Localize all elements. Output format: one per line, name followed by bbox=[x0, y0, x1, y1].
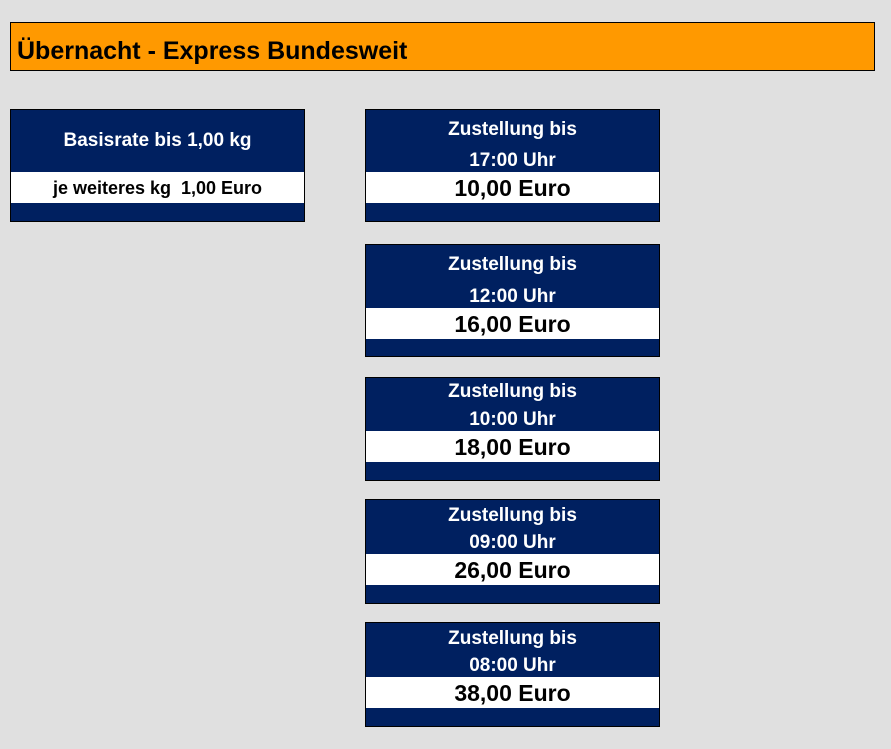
price-band: 16,00 Euro bbox=[366, 308, 659, 339]
delivery-box: Zustellung bis 12:00 Uhr 16,00 Euro bbox=[365, 244, 660, 357]
delivery-label: Zustellung bis bbox=[448, 254, 577, 275]
delivery-box: Zustellung bis 08:00 Uhr 38,00 Euro bbox=[365, 622, 660, 727]
base-extra: je weiteres kg 1,00 Euro bbox=[52, 178, 263, 198]
delivery-box: Zustellung bis 10:00 Uhr 18,00 Euro bbox=[365, 377, 660, 481]
delivery-time: 17:00 Uhr bbox=[469, 150, 556, 171]
price-band: 26,00 Euro bbox=[366, 554, 659, 585]
delivery-price: 10,00 Euro bbox=[454, 175, 571, 201]
delivery-price: 26,00 Euro bbox=[454, 557, 571, 583]
base-band: je weiteres kg 1,00 Euro bbox=[11, 172, 304, 203]
delivery-time: 12:00 Uhr bbox=[469, 286, 556, 307]
delivery-label: Zustellung bis bbox=[448, 119, 577, 140]
delivery-price: 38,00 Euro bbox=[454, 680, 571, 706]
delivery-price: 18,00 Euro bbox=[454, 434, 571, 460]
base-title: Basisrate bis 1,00 kg bbox=[63, 130, 252, 151]
header-bar: Übernacht - Express Bundesweit bbox=[10, 22, 875, 71]
price-band: 18,00 Euro bbox=[366, 431, 659, 462]
header-title: Übernacht - Express Bundesweit bbox=[17, 37, 408, 65]
price-band: 38,00 Euro bbox=[366, 677, 659, 708]
delivery-time: 09:00 Uhr bbox=[469, 532, 556, 553]
delivery-box: Zustellung bis 17:00 Uhr 10,00 Euro bbox=[365, 109, 660, 222]
delivery-label: Zustellung bis bbox=[448, 381, 577, 402]
delivery-time: 10:00 Uhr bbox=[469, 409, 556, 430]
price-band: 10,00 Euro bbox=[366, 172, 659, 203]
delivery-price: 16,00 Euro bbox=[454, 311, 571, 337]
delivery-label: Zustellung bis bbox=[448, 505, 577, 526]
delivery-label: Zustellung bis bbox=[448, 628, 577, 649]
delivery-box: Zustellung bis 09:00 Uhr 26,00 Euro bbox=[365, 499, 660, 604]
delivery-time: 08:00 Uhr bbox=[469, 655, 556, 676]
base-rate-box: Basisrate bis 1,00 kg je weiteres kg 1,0… bbox=[10, 109, 305, 222]
